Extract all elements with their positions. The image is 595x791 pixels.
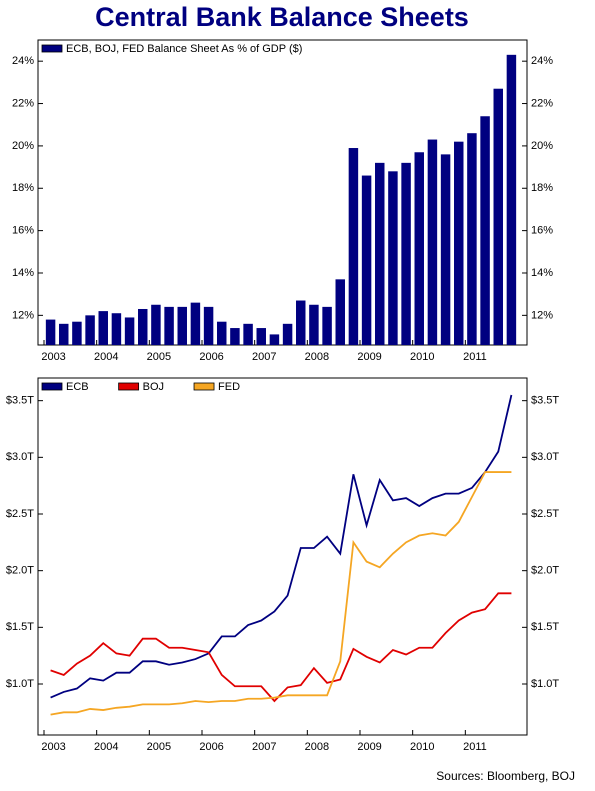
bar: [256, 328, 266, 345]
bar: [72, 321, 82, 345]
bar: [361, 175, 372, 345]
x-tick-label: 2007: [252, 741, 276, 753]
y-tick-label: $2.0T: [6, 565, 34, 577]
bar: [203, 306, 214, 345]
bar: [85, 315, 95, 345]
source-note: Sources: Bloomberg, BOJ: [436, 769, 575, 783]
y2-tick-label: 16%: [531, 225, 553, 237]
bar: [45, 319, 56, 345]
bar: [111, 313, 122, 345]
x-tick-label: 2003: [41, 351, 65, 363]
x-tick-label: 2004: [94, 351, 118, 363]
bar: [269, 334, 280, 345]
bar: [493, 88, 503, 346]
y2-tick-label: $3.5T: [531, 395, 559, 407]
x-tick-label: 2006: [199, 351, 223, 363]
x-tick-label: 2009: [357, 351, 381, 363]
y-tick-label: 14%: [12, 267, 34, 279]
bar: [506, 54, 517, 346]
bar: [375, 162, 385, 345]
x-tick-label: 2011: [463, 351, 487, 363]
bar: [217, 321, 227, 345]
y2-tick-label: 20%: [531, 140, 553, 152]
y2-tick-label: $3.0T: [531, 451, 559, 463]
bar: [59, 323, 69, 345]
legend-label: FED: [218, 381, 240, 393]
bar: [177, 306, 187, 345]
bar: [98, 311, 108, 345]
bar: [243, 323, 253, 345]
y2-tick-label: 12%: [531, 309, 553, 321]
x-tick-label: 2003: [41, 741, 65, 753]
bar: [322, 306, 332, 345]
bar: [151, 304, 161, 345]
x-tick-label: 2011: [463, 741, 487, 753]
y2-tick-label: $2.5T: [531, 508, 559, 520]
y-tick-label: $2.5T: [6, 508, 34, 520]
bar: [230, 328, 240, 345]
bar: [414, 152, 424, 345]
bar: [401, 162, 411, 345]
y-tick-label: $1.0T: [6, 678, 34, 690]
legend-label: ECB, BOJ, FED Balance Sheet As % of GDP …: [66, 43, 302, 55]
y-tick-label: 20%: [12, 140, 34, 152]
line-series: [50, 394, 513, 699]
x-tick-label: 2004: [94, 741, 118, 753]
y2-tick-label: 22%: [531, 97, 553, 109]
legend-swatch: [118, 382, 140, 391]
x-tick-label: 2008: [305, 351, 329, 363]
bar: [440, 154, 451, 345]
bar: [454, 141, 464, 345]
x-tick-label: 2009: [357, 741, 381, 753]
bar: [427, 139, 438, 345]
y-tick-label: 18%: [12, 182, 34, 194]
plot-frame: [37, 377, 528, 736]
line-series: [50, 592, 512, 703]
legend-swatch: [41, 44, 63, 53]
x-tick-label: 2005: [147, 351, 171, 363]
y-tick-label: $3.0T: [6, 451, 34, 463]
bar: [480, 116, 490, 345]
bar: [164, 306, 174, 345]
y2-tick-label: 24%: [531, 55, 553, 67]
y2-tick-label: $1.5T: [531, 621, 559, 633]
bar: [138, 308, 148, 345]
y-tick-label: $3.5T: [6, 395, 34, 407]
x-tick-label: 2007: [252, 351, 276, 363]
legend-label: ECB: [66, 381, 89, 393]
x-tick-label: 2008: [305, 741, 329, 753]
bar: [190, 302, 201, 345]
bar: [296, 300, 306, 345]
y2-tick-label: $1.0T: [531, 678, 559, 690]
plot-frame: [37, 39, 528, 346]
line-series: [50, 471, 512, 716]
y-tick-label: 22%: [12, 97, 34, 109]
bar: [467, 133, 477, 345]
bar: [335, 279, 345, 345]
y2-tick-label: 14%: [531, 267, 553, 279]
x-tick-label: 2006: [199, 741, 223, 753]
y-tick-label: 12%: [12, 309, 34, 321]
bar: [348, 148, 359, 345]
chart-title: Central Bank Balance Sheets: [95, 2, 469, 32]
bar: [388, 171, 398, 345]
legend-label: BOJ: [143, 381, 164, 393]
y2-tick-label: 18%: [531, 182, 553, 194]
x-tick-label: 2010: [410, 351, 434, 363]
legend-swatch: [193, 382, 215, 391]
y-tick-label: $1.5T: [6, 621, 34, 633]
y-tick-label: 24%: [12, 55, 34, 67]
legend-swatch: [41, 382, 63, 391]
bar: [282, 323, 293, 345]
y-tick-label: 16%: [12, 225, 34, 237]
x-tick-label: 2005: [147, 741, 171, 753]
bar: [309, 304, 319, 345]
y2-tick-label: $2.0T: [531, 565, 559, 577]
x-tick-label: 2010: [410, 741, 434, 753]
bar: [124, 317, 135, 345]
